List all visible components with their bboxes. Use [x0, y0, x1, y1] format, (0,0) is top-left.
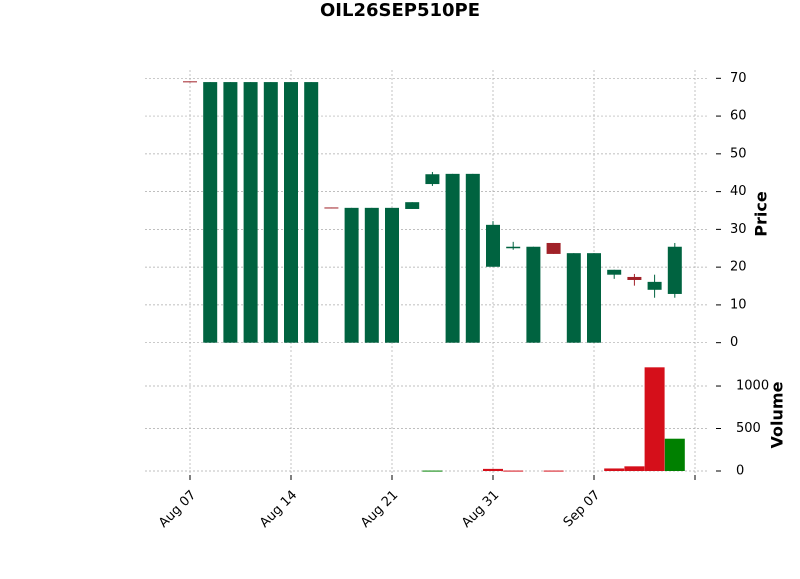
candle-body [324, 207, 339, 209]
x-tick-label: Aug 31 [459, 488, 502, 531]
candle-body [385, 207, 399, 343]
candle-body [486, 224, 500, 267]
candle-body [243, 82, 258, 343]
chart-title: OIL26SEP510PE [320, 0, 480, 21]
y-tick-label: 60 [730, 109, 747, 124]
candle-body [263, 82, 278, 343]
candle-body [183, 81, 197, 83]
y-tick-label: 50 [730, 146, 747, 161]
candle-body [667, 246, 682, 294]
candle-body [364, 207, 379, 343]
y2-axis-label: Volume [768, 381, 787, 448]
volume-bar [624, 466, 645, 472]
volume-bar [644, 367, 665, 472]
y-tick-label: 0 [730, 335, 738, 350]
x-tick-label: Aug 14 [257, 488, 300, 531]
candle-body [344, 207, 359, 343]
y-tick-label: 30 [730, 222, 747, 237]
y2-tick-label: 1000 [736, 379, 769, 394]
candle-body [546, 242, 561, 254]
y-tick-label: 40 [730, 184, 747, 199]
volume-bar [422, 470, 443, 472]
candle-body [284, 82, 298, 343]
candle-body [425, 174, 440, 185]
x-tick-label: Sep 07 [561, 488, 604, 531]
candle-body [304, 82, 319, 343]
candle-body [506, 246, 521, 249]
candle-body [647, 281, 662, 290]
candle-body [627, 276, 642, 280]
candle-body [587, 253, 601, 343]
candle-body [566, 253, 581, 343]
candle-body [203, 82, 218, 343]
candle-body [607, 269, 622, 275]
candle-body [445, 173, 460, 343]
y2-tick-label: 0 [736, 464, 744, 479]
volume-bar [503, 470, 524, 472]
candle-body [405, 202, 420, 209]
y-tick-label: 10 [730, 297, 747, 312]
volume-bar [664, 438, 685, 472]
y-axis-label: Price [752, 191, 771, 237]
candle-body [465, 173, 480, 343]
x-tick-label: Aug 07 [156, 488, 199, 531]
volume-bar [543, 470, 564, 472]
volume-bar [483, 468, 503, 472]
volume-bar [604, 468, 625, 472]
y-tick-label: 20 [730, 260, 747, 275]
y2-tick-label: 500 [736, 421, 761, 436]
x-tick-label: Aug 21 [358, 488, 401, 531]
candle-body [223, 82, 238, 343]
candle-body [526, 246, 541, 343]
y-tick-label: 70 [730, 71, 747, 86]
